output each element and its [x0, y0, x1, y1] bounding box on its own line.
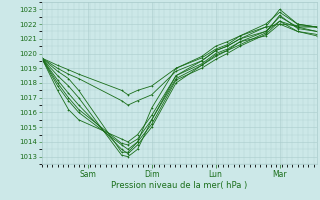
X-axis label: Pression niveau de la mer( hPa ): Pression niveau de la mer( hPa )	[111, 181, 247, 190]
